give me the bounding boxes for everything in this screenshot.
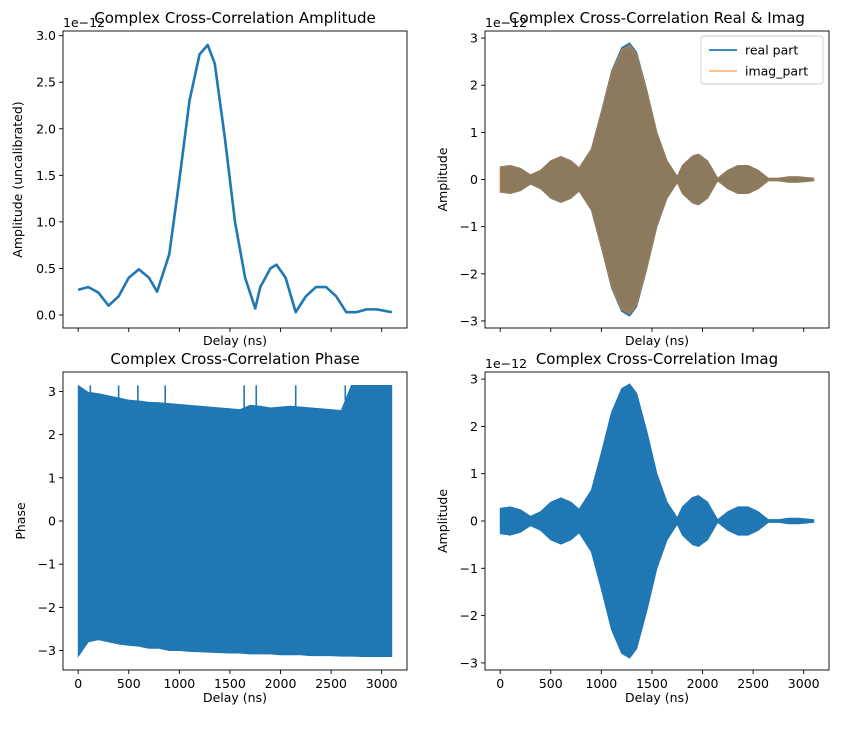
x-axis-label: Delay (ns)	[203, 690, 267, 705]
offset-text: 1e−12	[485, 15, 527, 30]
y-tick-label: 2	[470, 78, 478, 93]
x-axis-label: Delay (ns)	[625, 690, 689, 705]
y-tick-label: 3	[470, 372, 478, 387]
x-tick-label: 3000	[788, 676, 820, 691]
amplitude-subplot: 0.0 0.5 1.0 1.5 2.0 2.5 3.0 Complex Cross-Corre…	[10, 9, 408, 348]
subplot-title: Complex Cross-Correlation Imag	[536, 350, 778, 368]
y-tick-label: −2	[460, 608, 478, 623]
axes-frame	[62, 30, 408, 329]
offset-text: 1e−12	[485, 356, 527, 371]
y-tick-label: −3	[38, 643, 56, 658]
legend-label: real part	[745, 43, 798, 58]
legend-label: imag_part	[745, 64, 808, 79]
y-axis-label: Amplitude (uncalibrated)	[10, 101, 25, 257]
x-tick-label: 0	[74, 676, 82, 691]
y-tick-label: 3.0	[36, 28, 56, 43]
x-tick-label: 2500	[737, 676, 769, 691]
x-tick-label: 1500	[214, 676, 246, 691]
y-tick-label: 3	[48, 384, 56, 399]
y-tick-label: 2.0	[36, 121, 56, 136]
amplitude-line	[77, 43, 393, 314]
y-tick-label: 0.0	[36, 307, 56, 322]
y-axis-label: Amplitude	[435, 489, 450, 553]
plot-area	[499, 383, 815, 659]
y-tick-label: 2.5	[36, 75, 56, 90]
y-tick-label: 2	[48, 427, 56, 442]
y-tick-label: 1.0	[36, 214, 56, 229]
y-axis-label: Phase	[13, 502, 28, 540]
y-tick-label: −1	[38, 557, 56, 572]
x-tick-label: 0	[496, 676, 504, 691]
y-tick-label: −3	[460, 313, 478, 328]
legend-box	[700, 35, 824, 85]
y-tick-label: 0	[470, 172, 478, 187]
x-tick-label: 1500	[636, 676, 668, 691]
y-tick-label: 1.5	[36, 168, 56, 183]
y-axis-label: Amplitude	[435, 147, 450, 211]
y-tick-label: 1	[470, 466, 478, 481]
imag-subplot: 0 500 1000 1500 2000 2500 3000 −3 −2 −1 0 1 2 3 Comple…	[435, 350, 830, 705]
plot-area	[499, 42, 815, 317]
x-tick-label: 1000	[585, 676, 617, 691]
plot-area	[77, 384, 393, 658]
subplot-title: Complex Cross-Correlation Real & Imag	[509, 9, 805, 27]
real-imag-subplot: −3 −2 −1 0 1 2 3 Complex Cross-Correlation Real…	[435, 9, 830, 348]
x-tick-label: 500	[539, 676, 563, 691]
imag-series	[499, 383, 815, 659]
x-tick-label: 1000	[163, 676, 195, 691]
phase-subplot: 0 500 1000 1500 2000 2500 3000 −3 −2 −1 0 1 2 3 Comple…	[13, 350, 408, 705]
phase-series	[77, 384, 393, 658]
y-tick-label: −2	[460, 266, 478, 281]
x-tick-label: 3000	[366, 676, 398, 691]
y-tick-label: 0	[470, 514, 478, 529]
y-tick-label: 2	[470, 419, 478, 434]
y-tick-label: 1	[48, 470, 56, 485]
y-tick-label: −3	[460, 655, 478, 670]
x-tick-label: 500	[117, 676, 141, 691]
subplot-title: Complex Cross-Correlation Amplitude	[94, 9, 375, 27]
x-tick-label: 2000	[687, 676, 719, 691]
y-tick-label: 0.5	[36, 261, 56, 276]
legend: real part imag_part	[700, 35, 824, 85]
y-tick-label: 0	[48, 514, 56, 529]
y-tick-label: −2	[38, 600, 56, 615]
offset-text: 1e−12	[63, 15, 105, 30]
x-tick-label: 2500	[315, 676, 347, 691]
y-tick-label: −1	[460, 561, 478, 576]
x-tick-label: 2000	[265, 676, 297, 691]
y-tick-label: 1	[470, 125, 478, 140]
y-tick-label: −1	[460, 219, 478, 234]
x-axis-label: Delay (ns)	[625, 333, 689, 348]
subplot-title: Complex Cross-Correlation Phase	[110, 350, 359, 368]
x-axis-label: Delay (ns)	[203, 333, 267, 348]
overlap-fill	[502, 48, 812, 311]
plot-area	[77, 43, 393, 314]
y-tick-label: 3	[470, 31, 478, 46]
